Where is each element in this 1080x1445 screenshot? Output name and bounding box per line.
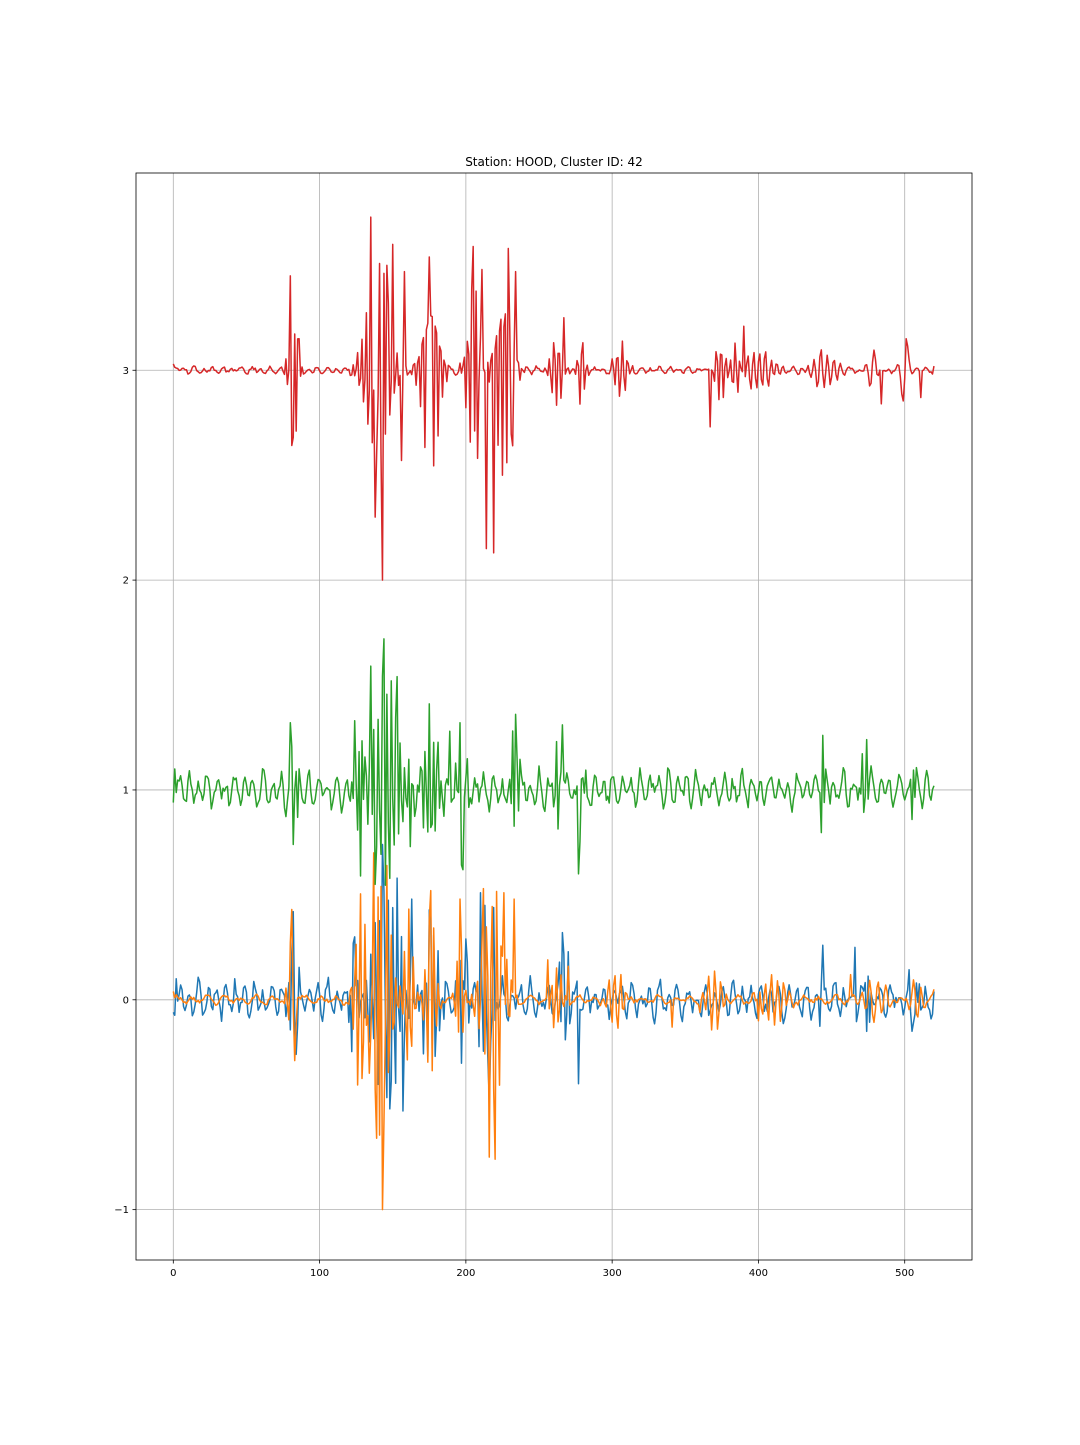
series-line bbox=[172, 852, 935, 1211]
series-layer bbox=[172, 216, 935, 1211]
x-tick-label: 400 bbox=[749, 1268, 768, 1279]
axes-frame bbox=[135, 172, 973, 1261]
y-tick-label: −1 bbox=[114, 1205, 129, 1216]
x-tick-label: 300 bbox=[603, 1268, 622, 1279]
series-line bbox=[172, 638, 935, 886]
series-line bbox=[172, 843, 935, 1112]
chart-title: Station: HOOD, Cluster ID: 42 bbox=[465, 155, 643, 169]
x-tick-label: 0 bbox=[170, 1268, 176, 1279]
y-tick-label: 3 bbox=[123, 366, 129, 377]
x-tick-label: 200 bbox=[456, 1268, 475, 1279]
y-tick-label: 2 bbox=[123, 576, 129, 587]
grid-lines bbox=[136, 173, 972, 1260]
x-tick-label: 500 bbox=[895, 1268, 914, 1279]
y-tick-label: 1 bbox=[123, 785, 129, 796]
y-tick-label: 0 bbox=[123, 995, 129, 1006]
x-tick-label: 100 bbox=[310, 1268, 329, 1279]
series-line bbox=[172, 216, 935, 581]
axis-ticks: 0 100 200 300 400 500 −1 0 1 2 3 bbox=[114, 366, 914, 1279]
